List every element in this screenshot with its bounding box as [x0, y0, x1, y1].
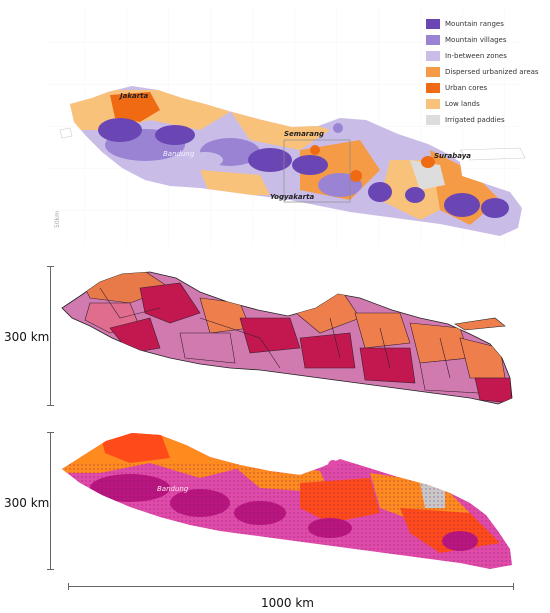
legend-swatch-mountain-ranges [426, 19, 440, 29]
legend-label: Irrigated paddies [445, 116, 505, 124]
typology-map: Mountain ranges Mountain villages In-bet… [0, 0, 550, 252]
legend-item: Mountain villages [426, 32, 544, 48]
typology-zones [70, 90, 509, 225]
horizontal-scale-label: 1000 km [261, 596, 314, 610]
vertical-scale-label-2: 300 km [4, 496, 50, 510]
legend-item: Irrigated paddies [426, 112, 544, 128]
legend-label: In-between zones [445, 52, 507, 60]
legend-swatch-in-between-zones [426, 51, 440, 61]
overlay-map-svg [62, 433, 512, 569]
city-label-surabaya: Surabaya [434, 152, 472, 160]
admin-regions [79, 272, 512, 404]
vertical-scale-tick [47, 266, 54, 267]
city-label-bandung-overlay: Bandung [157, 485, 189, 493]
legend-swatch-urban-cores [426, 83, 440, 93]
study-area-box [283, 139, 351, 203]
horizontal-scale-bar [68, 586, 514, 587]
island-dot-overlay [328, 460, 338, 470]
madura-outline [459, 147, 526, 161]
city-label-bandung: Bandung [163, 150, 195, 158]
island-dot [333, 123, 343, 133]
legend-item: Low lands [426, 96, 544, 112]
vertical-scale-tick [47, 432, 54, 433]
city-label-yogyakarta: Yogyakarta [270, 193, 315, 201]
legend-item: Mountain ranges [426, 16, 544, 32]
small-scale-label: 50km [54, 211, 61, 228]
map-legend: Mountain ranges Mountain villages In-bet… [426, 16, 544, 128]
west-islet-outline [59, 127, 73, 139]
overlay-zones [62, 433, 512, 569]
legend-swatch-dispersed-urbanized [426, 67, 440, 77]
horizontal-scale-tick [513, 583, 514, 590]
legend-label: Mountain ranges [445, 20, 504, 28]
legend-label: Mountain villages [445, 36, 507, 44]
vertical-scale-bar-2 [50, 432, 51, 570]
city-label-jakarta: Jakarta [120, 92, 149, 100]
administrative-map [0, 258, 550, 418]
legend-label: Low lands [445, 100, 480, 108]
legend-label: Urban cores [445, 84, 488, 92]
legend-item: Dispersed urbanized areas [426, 64, 544, 80]
legend-label: Dispersed urbanized areas [445, 68, 539, 76]
vertical-scale-bar-1 [50, 266, 51, 406]
administrative-map-svg [61, 271, 513, 405]
vertical-scale-label-1: 300 km [4, 330, 50, 344]
horizontal-scale-tick [68, 583, 69, 590]
overlay-map: Bandung [0, 423, 550, 578]
legend-swatch-low-lands [426, 99, 440, 109]
legend-swatch-mountain-villages [426, 35, 440, 45]
vertical-scale-tick [47, 405, 54, 406]
legend-item: In-between zones [426, 48, 544, 64]
madura-region [454, 317, 506, 331]
typology-map-svg [48, 8, 526, 246]
legend-item: Urban cores [426, 80, 544, 96]
legend-swatch-irrigated-paddies [426, 115, 440, 125]
city-label-semarang: Semarang [284, 130, 324, 138]
vertical-scale-tick [47, 569, 54, 570]
